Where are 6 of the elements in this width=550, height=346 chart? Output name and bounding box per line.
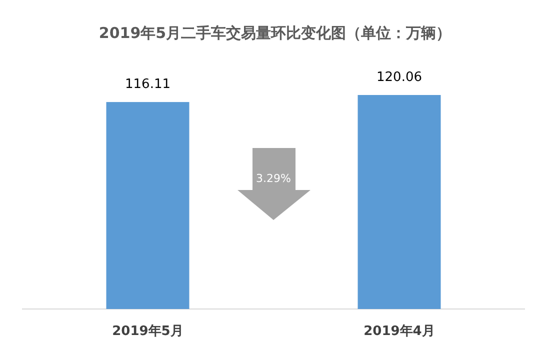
x-tick-label: 2019年5月 — [112, 324, 184, 339]
x-tick-label: 2019年4月 — [364, 324, 435, 339]
data-label: 120.06 — [376, 70, 422, 85]
data-label: 116.11 — [125, 77, 170, 92]
chart-title: 2019年5月二手车交易量环比变化图（单位：万辆） — [98, 24, 452, 42]
annotation: 3.29% — [256, 172, 291, 185]
